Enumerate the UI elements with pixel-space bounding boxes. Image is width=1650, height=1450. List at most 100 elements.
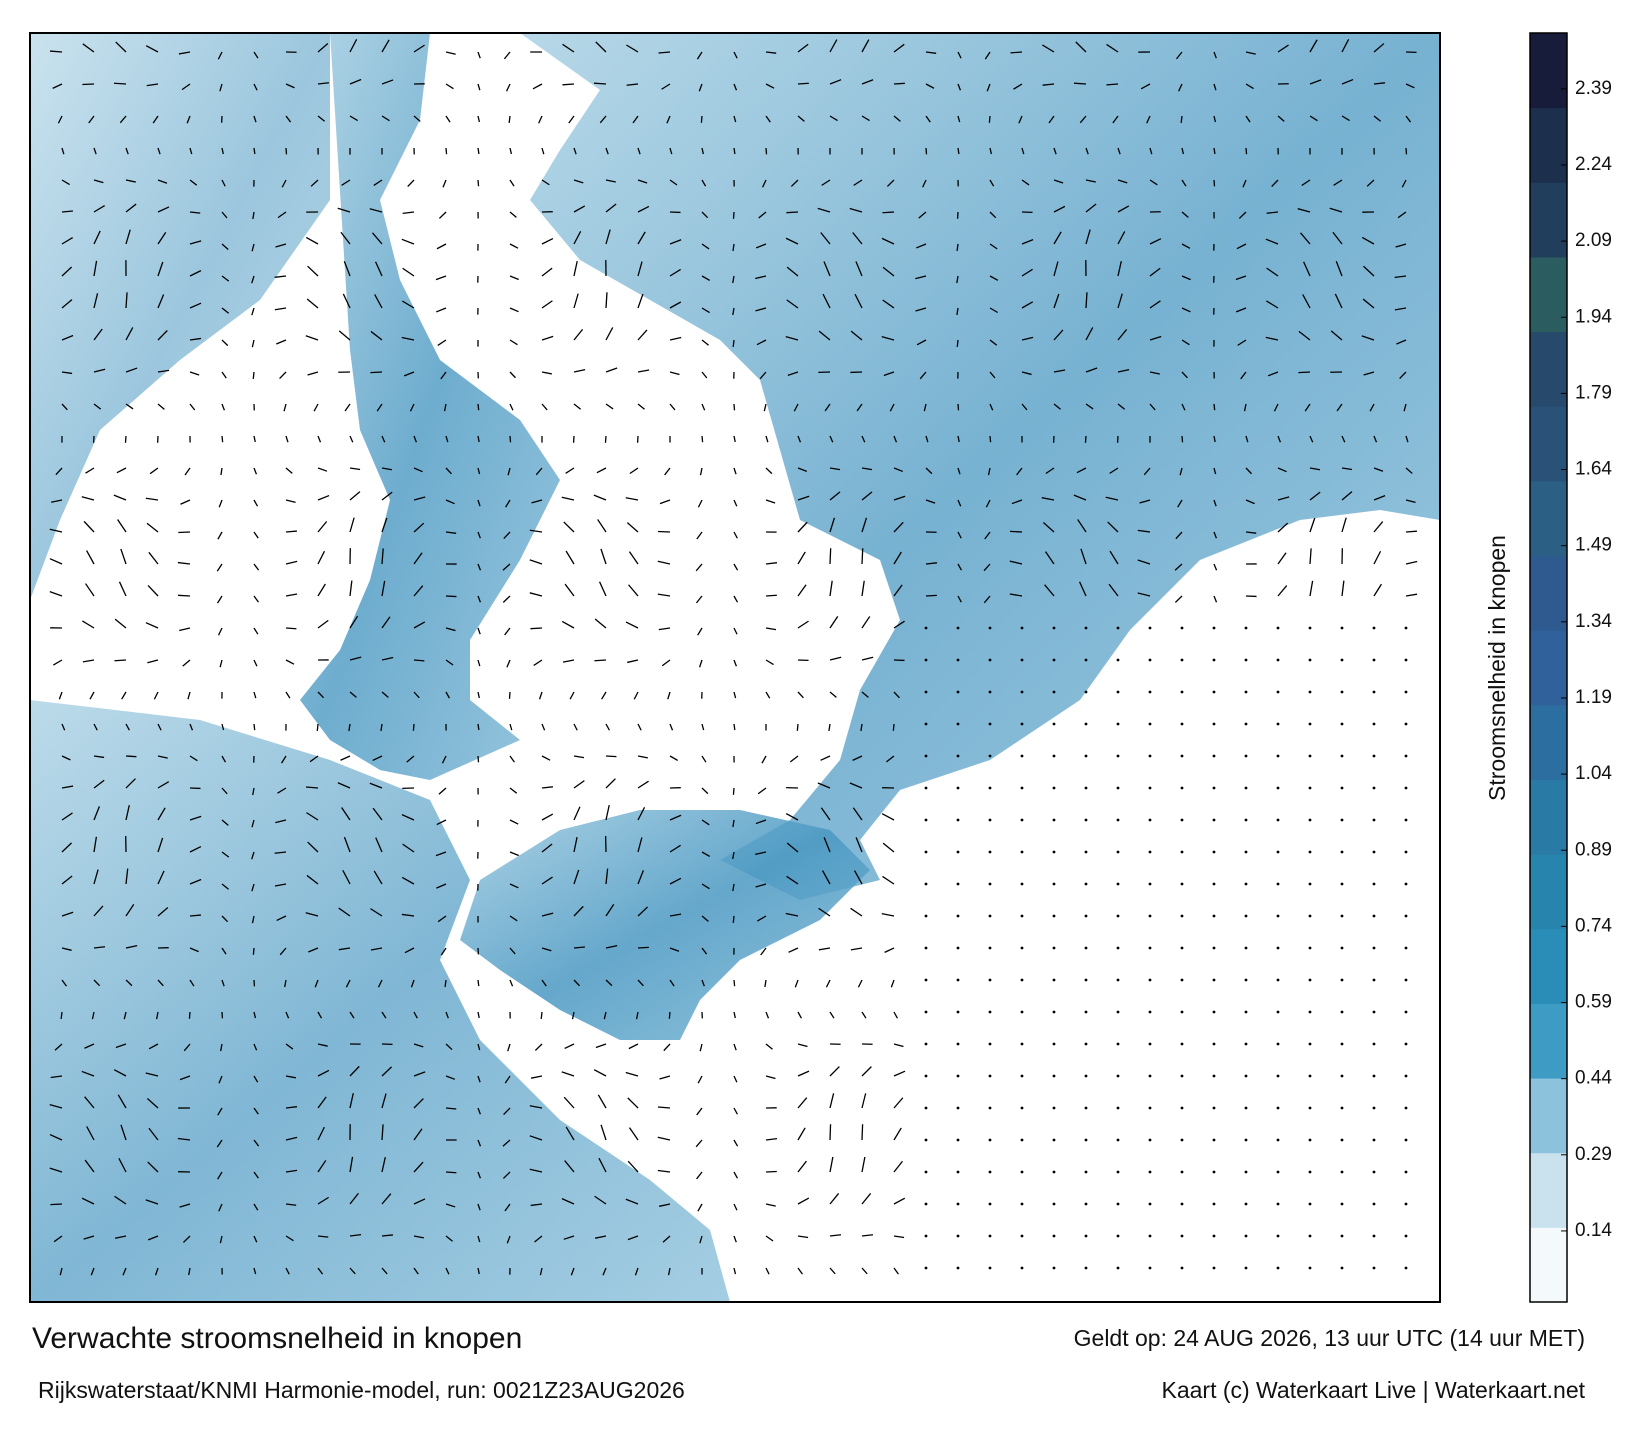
vector-dot	[1404, 1010, 1408, 1014]
vector-arrow	[659, 499, 671, 505]
vector-arrow	[733, 147, 736, 155]
vector-arrow	[1245, 531, 1257, 534]
vector-dot	[924, 626, 928, 630]
vector-arrow	[797, 691, 804, 699]
vector-arrow	[445, 531, 457, 534]
vector-arrow	[1335, 261, 1343, 277]
vector-dot	[1340, 690, 1344, 694]
vector-arrow	[1265, 336, 1279, 341]
vector-arrow	[217, 1171, 223, 1180]
vector-arrow	[93, 328, 103, 341]
vector-arrow	[605, 292, 608, 309]
vector-dot	[1340, 754, 1344, 758]
vector-arrow	[220, 467, 223, 476]
vector-dot	[1020, 1170, 1024, 1174]
vector-arrow	[594, 618, 607, 629]
vector-arrow	[1146, 115, 1151, 124]
vector-dot	[1116, 690, 1120, 694]
vector-dot	[1404, 882, 1408, 886]
vector-dot	[1084, 978, 1088, 982]
vector-arrow	[285, 499, 296, 503]
vector-arrow	[573, 147, 577, 155]
vector-dot	[1244, 850, 1248, 854]
vector-arrow	[349, 39, 358, 53]
vector-arrow	[765, 1011, 770, 1019]
vector-arrow	[530, 627, 543, 630]
vector-dot	[1212, 1010, 1216, 1014]
vector-arrow	[504, 1075, 511, 1084]
vector-arrow	[1213, 531, 1218, 539]
vector-arrow	[765, 1137, 778, 1141]
vector-arrow	[381, 616, 391, 629]
vector-dot	[1180, 914, 1184, 918]
vector-arrow	[861, 79, 874, 85]
vector-arrow	[157, 403, 165, 410]
vector-arrow	[253, 83, 258, 91]
vector-arrow	[889, 403, 895, 412]
vector-arrow	[1213, 115, 1217, 123]
vector-arrow	[890, 979, 895, 988]
vector-arrow	[956, 307, 959, 316]
colorbar-tick-label: 2.39	[1575, 78, 1612, 99]
vector-dot	[1084, 690, 1088, 694]
vector-arrow	[658, 530, 671, 533]
vector-arrow	[61, 299, 73, 309]
vector-arrow	[857, 979, 863, 988]
vector-arrow	[251, 883, 255, 892]
vector-dot	[1340, 818, 1344, 822]
vector-arrow	[667, 691, 671, 700]
vector-arrow	[1266, 267, 1279, 277]
vector-arrow	[1044, 584, 1055, 597]
colorbar-tick-label: 1.79	[1575, 382, 1612, 403]
vector-arrow	[786, 211, 799, 214]
vector-arrow	[147, 1161, 159, 1173]
vector-arrow	[274, 275, 287, 278]
vector-arrow	[573, 905, 584, 917]
vector-dot	[1148, 1074, 1152, 1078]
vector-arrow	[477, 1171, 481, 1179]
vector-arrow	[221, 851, 230, 858]
vector-arrow	[477, 1011, 480, 1019]
vector-arrow	[697, 627, 703, 636]
vector-arrow	[541, 979, 547, 987]
vector-arrow	[305, 912, 319, 917]
vector-arrow	[849, 782, 863, 789]
vector-arrow	[276, 915, 287, 922]
vector-arrow	[821, 870, 831, 885]
vector-arrow	[119, 115, 127, 124]
vector-dot	[1276, 1170, 1280, 1174]
vector-arrow	[625, 1071, 639, 1077]
vector-dot	[1308, 1074, 1312, 1078]
vector-arrow	[861, 115, 870, 122]
vector-dot	[1116, 722, 1120, 726]
vector-arrow	[125, 203, 137, 213]
vector-arrow	[1107, 521, 1119, 533]
vector-arrow	[477, 147, 480, 155]
vector-arrow	[605, 778, 616, 789]
vector-arrow	[148, 1127, 159, 1141]
vector-arrow	[699, 1043, 703, 1052]
vector-arrow	[277, 787, 287, 794]
vector-arrow	[601, 691, 607, 700]
vector-dot	[1340, 1106, 1344, 1110]
vector-arrow	[667, 1267, 671, 1276]
vector-dot	[1052, 722, 1056, 726]
vector-arrow	[1298, 330, 1311, 341]
vector-arrow	[219, 83, 223, 92]
vector-arrow	[217, 627, 223, 636]
vector-arrow	[57, 115, 63, 124]
vector-dot	[956, 1266, 960, 1270]
vector-arrow	[1369, 403, 1375, 412]
vector-arrow	[146, 1098, 159, 1109]
vector-arrow	[406, 755, 415, 763]
vector-dot	[1020, 722, 1024, 726]
vector-arrow	[509, 979, 514, 987]
vector-dot	[1276, 914, 1280, 918]
vector-arrow	[189, 878, 202, 885]
vector-arrow	[573, 231, 582, 245]
vector-arrow	[177, 561, 191, 565]
colorbar-band	[1530, 555, 1567, 631]
vector-arrow	[701, 851, 711, 857]
vector-arrow	[369, 208, 383, 213]
vector-dot	[1372, 1202, 1376, 1206]
